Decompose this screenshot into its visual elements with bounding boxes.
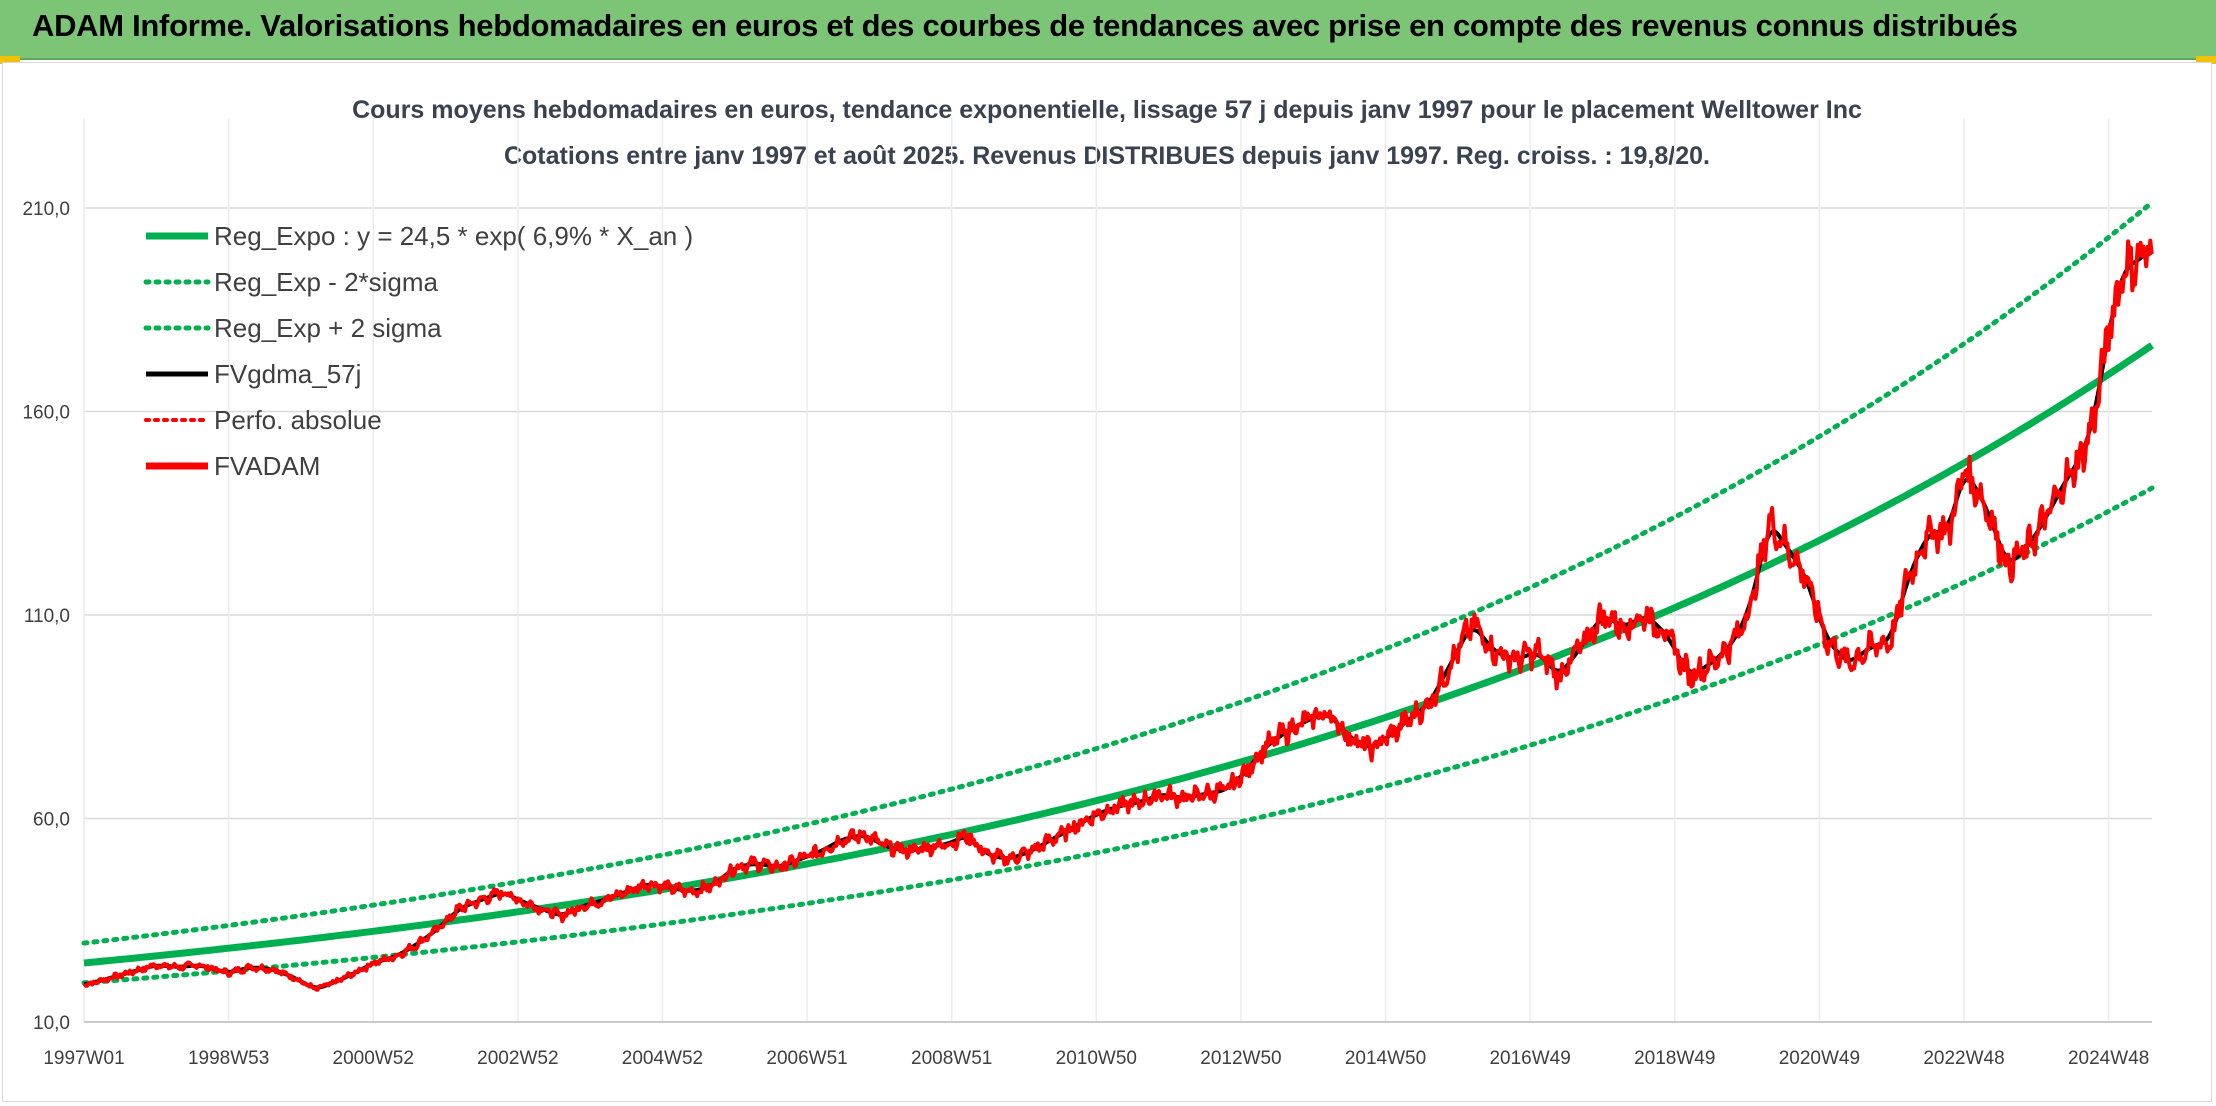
- y-tick-label: 160,0: [22, 403, 70, 424]
- report-banner: ADAM Informe. Valorisations hebdomadaire…: [0, 0, 2216, 60]
- chart-legend: Reg_Expo : y = 24,5 * exp( 6,9% * X_an )…: [143, 221, 693, 481]
- series-reg-upper: [81, 200, 2155, 946]
- x-tick-label: 2012W50: [1200, 1048, 1281, 1069]
- x-tick-label: 2004W52: [622, 1048, 703, 1069]
- chart-grid: [83, 118, 2152, 1023]
- x-tick-label: 2016W49: [1489, 1048, 1570, 1069]
- chart-series: [81, 200, 2155, 992]
- x-tick-label: 2002W52: [477, 1048, 558, 1069]
- x-tick-label: 2022W48: [1923, 1048, 2004, 1069]
- x-tick-label: 2024W48: [2068, 1048, 2149, 1069]
- legend-label: Reg_Exp + 2 sigma: [214, 313, 442, 343]
- legend-label: FVgdma_57j: [214, 359, 361, 389]
- x-tick-label: 2010W50: [1056, 1048, 1137, 1069]
- y-tick-label: 210,0: [22, 199, 70, 220]
- y-tick-label: 10,0: [33, 1013, 70, 1034]
- corner-accent-right: [2196, 56, 2216, 64]
- x-tick-label: 2020W49: [1779, 1048, 1860, 1069]
- legend-label: Reg_Expo : y = 24,5 * exp( 6,9% * X_an ): [214, 221, 693, 251]
- legend-label: FVADAM: [214, 451, 320, 481]
- legend-label: Perfo. absolue: [214, 405, 382, 435]
- chart-title: Cours moyens hebdomadaires en euros, ten…: [352, 96, 1862, 124]
- x-tick-label: 2000W52: [333, 1048, 414, 1069]
- y-tick-label: 110,0: [24, 606, 70, 627]
- x-tick-label: 1997W01: [43, 1048, 124, 1069]
- report-title: ADAM Informe. Valorisations hebdomadaire…: [32, 8, 2018, 43]
- chart-subtitle: Cotations entre janv 1997 et août 2025. …: [504, 142, 1710, 170]
- series-reg-lower: [81, 485, 2155, 986]
- x-tick-label: 1998W53: [188, 1048, 269, 1069]
- x-axis-ticks: 1997W01 1998W53 2000W52 2002W52 2004W52 2006W…: [43, 1048, 2149, 1069]
- y-axis-ticks: 10,0 60,0 110,0 160,0 210,0: [22, 199, 70, 1034]
- corner-accent-left: [0, 56, 20, 64]
- y-tick-label: 60,0: [33, 810, 70, 831]
- x-tick-label: 2008W51: [911, 1048, 992, 1069]
- series-fvadam: [82, 238, 2154, 992]
- x-tick-label: 2018W49: [1634, 1048, 1715, 1069]
- legend-label: Reg_Exp - 2*sigma: [214, 267, 439, 297]
- x-tick-label: 2014W50: [1345, 1048, 1426, 1069]
- x-tick-label: 2006W51: [766, 1048, 847, 1069]
- series-fvgdma: [83, 250, 2153, 990]
- series-reg-expo: [83, 342, 2154, 967]
